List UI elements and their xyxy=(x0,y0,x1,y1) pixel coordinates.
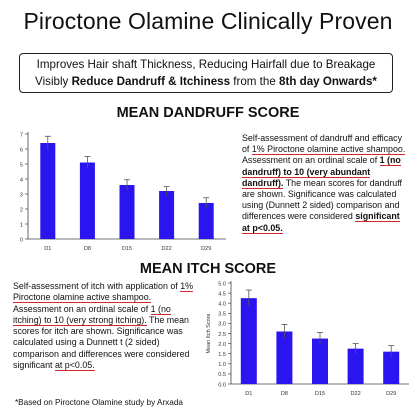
itch-y-tick-label: 4.0 xyxy=(218,302,226,308)
itch-bar xyxy=(383,351,400,384)
itch-x-tick-label: D22 xyxy=(350,391,360,397)
dandruff-note-t1: Self-assessment of dandruff and efficacy… xyxy=(242,133,403,155)
itch-y-tick-label: 5.0 xyxy=(218,281,226,287)
itch-note-t6: at p<0.05. xyxy=(54,360,95,372)
dandruff-note-t2: 1% Piroctone olamine active shampoo. xyxy=(251,144,406,156)
itch-y-tick-label: 3.0 xyxy=(218,322,226,328)
itch-bar xyxy=(312,338,328,384)
itch-x-tick-label: D29 xyxy=(386,391,396,397)
itch-y-tick-label: 2.0 xyxy=(218,342,226,348)
dandruff-bar xyxy=(79,162,95,239)
itch-y-tick-label: 0.0 xyxy=(218,382,226,388)
itch-y-tick-label: 1.5 xyxy=(218,352,226,358)
itch-note-t4: 1 (no itching) to 10 (very strong itchin… xyxy=(13,303,171,326)
dandruff-note-t3: Assessment on an ordinal scale of xyxy=(242,155,380,166)
itch-y-tick-label: 3.5 xyxy=(218,312,226,318)
dandruff-x-tick-label: D1 xyxy=(44,246,51,252)
itch-chart: 0.0 0.5 1.0 1.5 2.0 2.5 3.0 3.5 4.0 4.5 5.0 D1 D8 D15… xyxy=(206,281,409,397)
itch-note-t5: The mean scores for itch are shown. Sign… xyxy=(13,314,190,371)
dandruff-chart: 0 1 2 3 4 5 6 7 D1 D8 D15 D22 D29 xyxy=(20,132,226,252)
itch-y-tick-label: 2.5 xyxy=(218,332,226,338)
itch-note: Self-assessment of itch with application… xyxy=(13,281,201,372)
claim-line-2-mid: from the xyxy=(230,75,280,88)
itch-note-t1: Self-assessment of itch with application… xyxy=(13,281,181,291)
dandruff-x-tick-label: D22 xyxy=(161,246,171,252)
dandruff-y-tick-label: 3 xyxy=(20,192,23,198)
itch-y-axis-label: Mean Itch Score xyxy=(206,313,212,353)
itch-y-tick-label: 1.0 xyxy=(218,362,226,368)
dandruff-section-title: MEAN DANDRUFF SCORE xyxy=(116,105,300,121)
claim-line-2: Visibly Reduce Dandruff & Itchiness from… xyxy=(20,73,392,90)
dandruff-x-tick-label: D8 xyxy=(84,246,91,252)
itch-bar xyxy=(276,331,293,384)
dandruff-bar xyxy=(119,185,135,239)
dandruff-bar xyxy=(40,143,56,239)
dandruff-note-t6: significant at p<0.05. xyxy=(242,211,400,234)
claim-line-2-bold-2: 8th day Onwards* xyxy=(279,75,377,88)
itch-bar xyxy=(240,298,257,384)
claim-line-2-pre: Visibly xyxy=(35,75,72,88)
page-headline: Piroctone Olamine Clinically Proven xyxy=(23,8,393,34)
dandruff-y-tick-label: 2 xyxy=(20,207,23,213)
dandruff-note-t4: 1 (no dandruff) to 10 (very abundant dan… xyxy=(242,155,401,189)
itch-y-tick-label: 4.5 xyxy=(218,291,226,297)
itch-x-tick-label: D15 xyxy=(315,391,325,397)
itch-y-tick-label: 0.5 xyxy=(218,372,226,378)
dandruff-x-tick-label: D29 xyxy=(201,246,211,252)
claim-box: Improves Hair shaft Thickness, Reducing … xyxy=(19,53,393,93)
dandruff-note-t5: The mean scores for dandruff are shown. … xyxy=(242,177,402,222)
claim-line-2-bold-1: Reduce Dandruff & Itchiness xyxy=(71,75,231,88)
dandruff-y-tick-label: 0 xyxy=(20,237,23,243)
itch-bar xyxy=(347,348,364,384)
dandruff-y-tick-label: 6 xyxy=(20,147,23,153)
dandruff-y-tick-label: 5 xyxy=(20,162,23,168)
itch-x-tick-label: D1 xyxy=(245,391,252,397)
dandruff-y-tick-label: 7 xyxy=(20,132,23,138)
itch-note-t3: Assessment on an ordinal scale of xyxy=(13,303,151,314)
footnote: *Based on Piroctone Olamine study by Arx… xyxy=(15,398,183,407)
dandruff-x-tick-label: D15 xyxy=(122,246,132,252)
dandruff-y-tick-label: 1 xyxy=(20,222,23,228)
dandruff-bar xyxy=(198,203,214,239)
itch-x-tick-label: D8 xyxy=(281,391,288,397)
dandruff-y-tick-label: 4 xyxy=(20,177,23,183)
itch-section-title: MEAN ITCH SCORE xyxy=(139,261,277,277)
dandruff-note: Self-assessment of dandruff and efficacy… xyxy=(242,133,410,234)
itch-note-t2: 1% Piroctone olamine active shampoo. xyxy=(13,281,194,304)
claim-line-1: Improves Hair shaft Thickness, Reducing … xyxy=(36,58,376,71)
dandruff-bar xyxy=(159,191,175,239)
